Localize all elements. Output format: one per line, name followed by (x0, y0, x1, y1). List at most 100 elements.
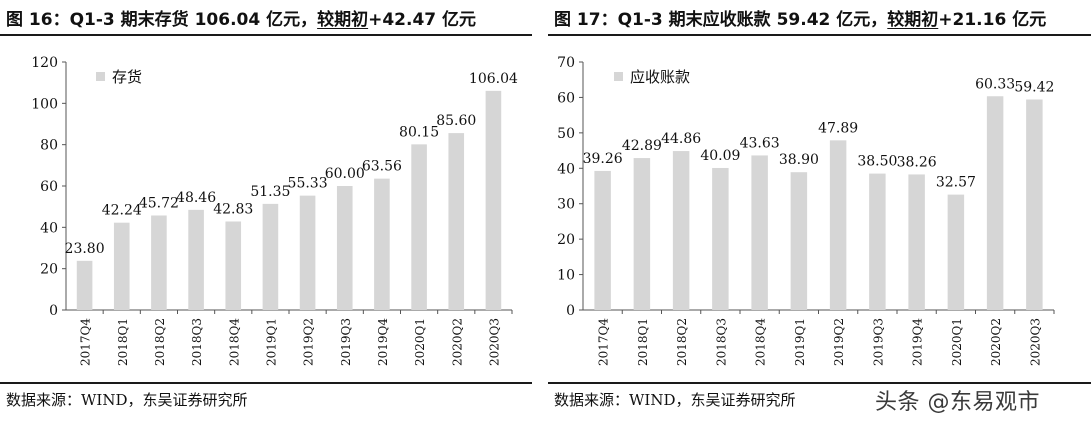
data-label: 38.26 (897, 154, 937, 170)
chart-title: 图 17：Q1-3 期末应收账款 59.42 亿元，较期初+21.16 亿元 (554, 5, 1091, 30)
x-tick-label: 2020Q3 (1028, 318, 1042, 366)
data-label: 63.56 (362, 159, 402, 175)
bar (188, 209, 204, 310)
x-tick-label: 2019Q1 (264, 318, 278, 366)
bar (594, 170, 611, 310)
chart-title-prefix: 图 17：Q1-3 期末应收账款 59.42 亿元， (554, 10, 888, 30)
inventory-bar-chart: 0 20 40 60 80 100 120 23.80 2017Q4 42.24 2018Q1 45.… (31, 55, 518, 366)
top-rule (548, 34, 1091, 36)
bar (336, 186, 353, 310)
chart-title-underlined: 较期初 (317, 10, 369, 30)
y-tick-label: 20 (40, 262, 58, 278)
data-label: 32.57 (936, 175, 976, 191)
bar (908, 174, 925, 310)
chart-title-underlined: 较期初 (887, 10, 939, 30)
chart-title-suffix: +21.16 亿元 (938, 10, 1047, 30)
y-tick-label: 80 (40, 138, 58, 154)
bottom-rule (548, 382, 1091, 384)
data-label: 60.33 (975, 76, 1015, 92)
y-tick-label: 30 (557, 197, 575, 213)
data-label: 59.42 (1014, 79, 1054, 95)
data-label: 51.35 (250, 184, 290, 200)
chart-title-prefix: 图 16：Q1-3 期末存货 106.04 亿元， (6, 10, 318, 30)
bar (751, 155, 768, 310)
bottom-rule (0, 382, 532, 384)
chart-title: 图 16：Q1-3 期末存货 106.04 亿元，较期初+42.47 亿元 (6, 5, 532, 30)
data-label: 23.80 (65, 241, 105, 257)
bar (151, 215, 167, 310)
bar (869, 173, 886, 310)
bar (947, 194, 965, 310)
bar (225, 221, 242, 310)
data-label: 45.72 (139, 196, 179, 212)
bar (672, 151, 690, 310)
x-tick-label: 2018Q2 (153, 318, 167, 366)
data-label: 38.90 (779, 152, 819, 168)
x-tick-label: 2018Q1 (636, 318, 650, 366)
x-tick-label: 2018Q4 (227, 318, 241, 366)
data-label: 44.86 (661, 131, 701, 147)
data-label: 55.33 (288, 176, 328, 192)
data-label: 40.09 (700, 148, 740, 164)
x-tick-label: 2019Q4 (376, 318, 390, 366)
chart-title-suffix: +42.47 亿元 (368, 10, 477, 30)
x-tick-label: 2018Q3 (190, 318, 204, 366)
legend-swatch (614, 72, 623, 81)
legend-label: 应收账款 (630, 68, 690, 86)
bar (374, 178, 390, 310)
watermark: 头条 @东易观市 (875, 390, 1040, 415)
bar (633, 158, 651, 310)
y-tick-label: 0 (566, 303, 575, 319)
legend-label: 存货 (112, 68, 142, 86)
source-note: 数据来源：WIND，东吴证券研究所 (6, 391, 248, 409)
bar (829, 140, 847, 310)
x-tick-label: 2020Q1 (413, 318, 427, 366)
x-tick-label: 2018Q4 (754, 318, 768, 366)
bar (299, 195, 316, 310)
receivables-bar-chart: 0 10 20 30 40 50 60 70 39.26 2017Q4 42.89 2018Q1 44.… (557, 55, 1055, 366)
data-label: 39.26 (583, 151, 623, 167)
bar (411, 144, 427, 310)
x-tick-label: 2017Q4 (79, 318, 93, 366)
data-label: 43.63 (740, 135, 780, 151)
y-tick-label: 10 (557, 268, 575, 284)
top-rule (0, 34, 532, 36)
bar (262, 203, 279, 310)
bar (1026, 99, 1043, 310)
y-tick-label: 0 (49, 303, 58, 319)
bar (986, 96, 1004, 310)
bar (113, 222, 130, 310)
y-tick-label: 40 (557, 161, 575, 177)
y-tick-label: 120 (31, 55, 58, 71)
data-label: 80.15 (399, 124, 439, 140)
x-tick-label: 2018Q1 (116, 318, 130, 366)
x-tick-label: 2019Q3 (339, 318, 353, 366)
data-label: 38.50 (857, 154, 897, 170)
x-tick-label: 2018Q2 (675, 318, 689, 366)
bar (76, 260, 93, 310)
data-label: 47.89 (818, 120, 858, 136)
y-tick-label: 60 (40, 179, 58, 195)
data-label: 42.89 (622, 138, 662, 154)
x-tick-label: 2020Q3 (487, 318, 501, 366)
bar (712, 167, 729, 310)
data-label: 85.60 (436, 113, 476, 129)
data-label: 42.24 (102, 203, 142, 219)
x-tick-label: 2020Q2 (450, 318, 464, 366)
data-label: 106.04 (469, 71, 518, 87)
y-tick-label: 60 (557, 90, 575, 106)
y-tick-label: 40 (40, 220, 58, 236)
data-label: 60.00 (325, 166, 365, 182)
bar (485, 90, 502, 310)
legend-swatch (96, 72, 105, 81)
x-tick-label: 2018Q3 (714, 318, 728, 366)
y-tick-label: 50 (557, 126, 575, 142)
y-tick-label: 20 (557, 232, 575, 248)
x-tick-label: 2019Q2 (302, 318, 316, 366)
bar (448, 133, 465, 310)
x-tick-label: 2019Q4 (911, 318, 925, 366)
x-tick-label: 2017Q4 (597, 318, 611, 366)
bar (790, 172, 808, 310)
x-tick-label: 2019Q3 (871, 318, 885, 366)
y-tick-label: 100 (31, 96, 58, 112)
